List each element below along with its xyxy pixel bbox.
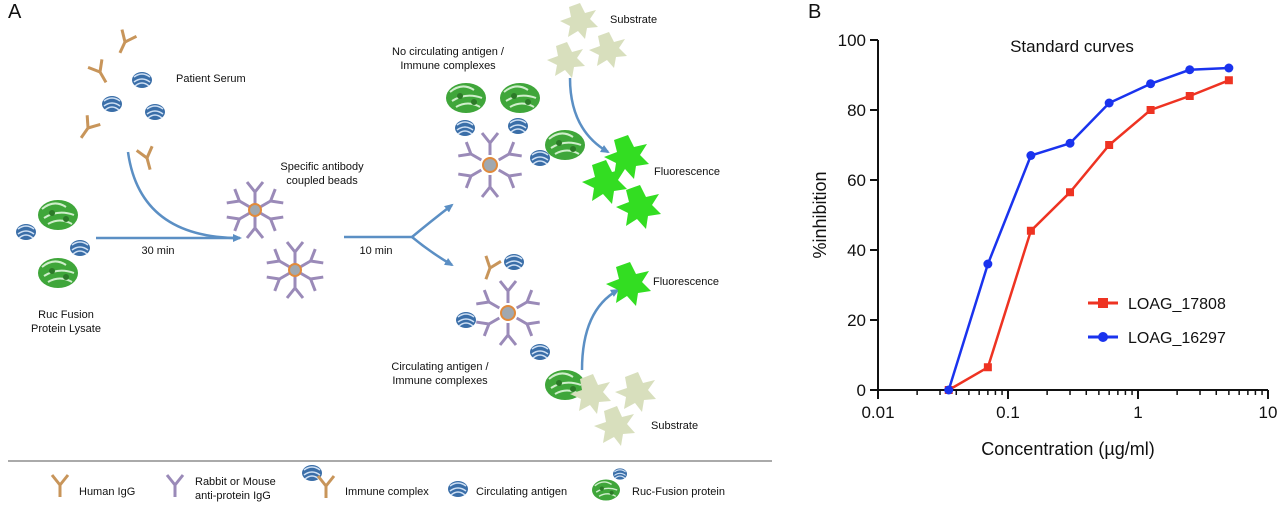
fluorescence-icon [616,185,661,229]
substrate-icon [547,42,585,78]
series-line-1 [948,79,1230,392]
fluorescence-icon [606,262,651,306]
data-point-series-2 [1185,65,1195,75]
no-antigen-label-2: Immune complexes [400,60,496,72]
lower-reaction: Substrate Fluorescence [570,262,719,446]
human-igg-icon [50,473,70,499]
y-tick-label: 20 [847,311,866,330]
data-point-series-2 [1104,98,1114,108]
patient-serum-cluster: Patient Serum [73,28,246,174]
plot-series [944,63,1234,395]
step2-time-label: 10 min [359,245,392,257]
beads-label-1: Specific antibody [280,161,364,173]
y-tick-label: 40 [847,241,866,260]
data-point-series-1 [983,363,992,372]
legend-ruc-fusion: Ruc-Fusion protein [632,486,725,498]
y-ticks: 0 20 40 60 80 100 [838,31,878,400]
substrate-icon [615,372,656,412]
data-point-series-1 [1185,92,1194,100]
panel-a-label: A [8,1,22,23]
with-antigen-label-2: Immune complexes [392,375,488,387]
step1-time-label: 30 min [141,245,174,257]
data-point-series-1 [1066,188,1075,197]
substrate-icon [589,32,627,68]
x-tick-label: 10 [1259,403,1278,422]
patient-serum-label: Patient Serum [176,73,246,85]
data-point-series-1 [1224,76,1233,85]
y-tick-label: 80 [847,101,866,120]
rabbit-igg-icon [165,473,185,499]
x-tick-label: 0.1 [996,403,1020,422]
series-line-2 [947,66,1229,391]
y-axis-label: %inhibition [810,171,830,258]
circulating-antigen-icon [101,71,166,121]
data-point-series-1 [1105,141,1114,149]
immune-complex-icon [301,464,336,500]
panel-a: A Patient Serum Ruc Fusion Protein L [8,1,772,502]
with-antigen-label-1: Circulating antigen / [391,361,489,373]
circulating-antigen-icon [447,480,469,498]
substrate-icon [560,3,598,39]
ruc-lysate-cluster: Ruc Fusion Protein Lysate [15,199,101,335]
antibody-beads: Specific antibody coupled beads [225,161,364,300]
fork-arrow-down [411,236,454,267]
panel-b: B Standard curves Concentration (µg/ml) … [808,1,1277,459]
data-point-series-1 [1026,226,1035,235]
legend-marker-series-2 [1098,332,1108,342]
serum-arrow [126,151,242,242]
fluorescence-top-label: Fluorescence [654,166,720,178]
upper-branch: No circulating antigen / Immune complexe… [392,46,586,199]
substrate-arrow-top [568,77,610,154]
substrate-bottom-label: Substrate [651,420,698,432]
ruc-lysate-label-1: Ruc Fusion [38,309,94,321]
data-point-series-2 [1065,138,1075,148]
x-tick-label: 0.01 [861,403,894,422]
fluorescence-icon [604,135,649,179]
upper-reaction: Substrate Fluorescence [547,3,720,229]
x-tick-label: 1 [1133,403,1142,422]
legend-rabbit-igg-2: anti-protein IgG [195,490,271,502]
fork-arrow-up [411,203,454,238]
chart-legend: LOAG_17808 LOAG_16297 [1088,296,1226,347]
legend-immune-complex: Immune complex [345,486,429,498]
y-tick-label: 0 [857,381,866,400]
legend-series-2-name: LOAG_16297 [1128,330,1226,347]
lower-branch: Circulating antigen / Immune complexes [391,253,586,401]
data-point-series-2 [1026,151,1036,160]
ruc-lysate-label-2: Protein Lysate [31,323,101,335]
fluorescence-bottom-label: Fluorescence [653,276,719,288]
x-ticks: 0.01 0.1 1 10 [861,390,1277,422]
panel-b-label: B [808,1,821,23]
data-point-series-2 [1224,63,1234,73]
substrate-icon [594,406,635,446]
data-point-series-2 [983,259,993,269]
ruc-fusion-icon [591,467,628,502]
legend-human-igg: Human IgG [79,486,135,498]
substrate-top-label: Substrate [610,14,657,26]
beads-label-2: coupled beads [286,175,358,187]
data-point-series-1 [1146,106,1155,114]
legend-rabbit-igg-1: Rabbit or Mouse [195,476,276,488]
data-point-series-2 [1146,79,1156,89]
substrate-icon [570,374,611,414]
y-tick-label: 60 [847,171,866,190]
no-antigen-label-1: No circulating antigen / [392,46,505,58]
y-tick-label: 100 [838,31,866,50]
legend-circulating-antigen: Circulating antigen [476,486,567,498]
substrate-arrow-bottom [580,288,620,371]
legend-series-1-name: LOAG_17808 [1128,296,1226,313]
data-point-series-2 [944,385,954,395]
x-axis-label: Concentration (µg/ml) [981,439,1154,459]
legend-marker-series-1 [1098,298,1108,308]
legend: Human IgG Rabbit or Mouse anti-protein I… [50,464,725,502]
fluorescence-icon [582,160,627,204]
chart-title: Standard curves [1010,37,1134,56]
